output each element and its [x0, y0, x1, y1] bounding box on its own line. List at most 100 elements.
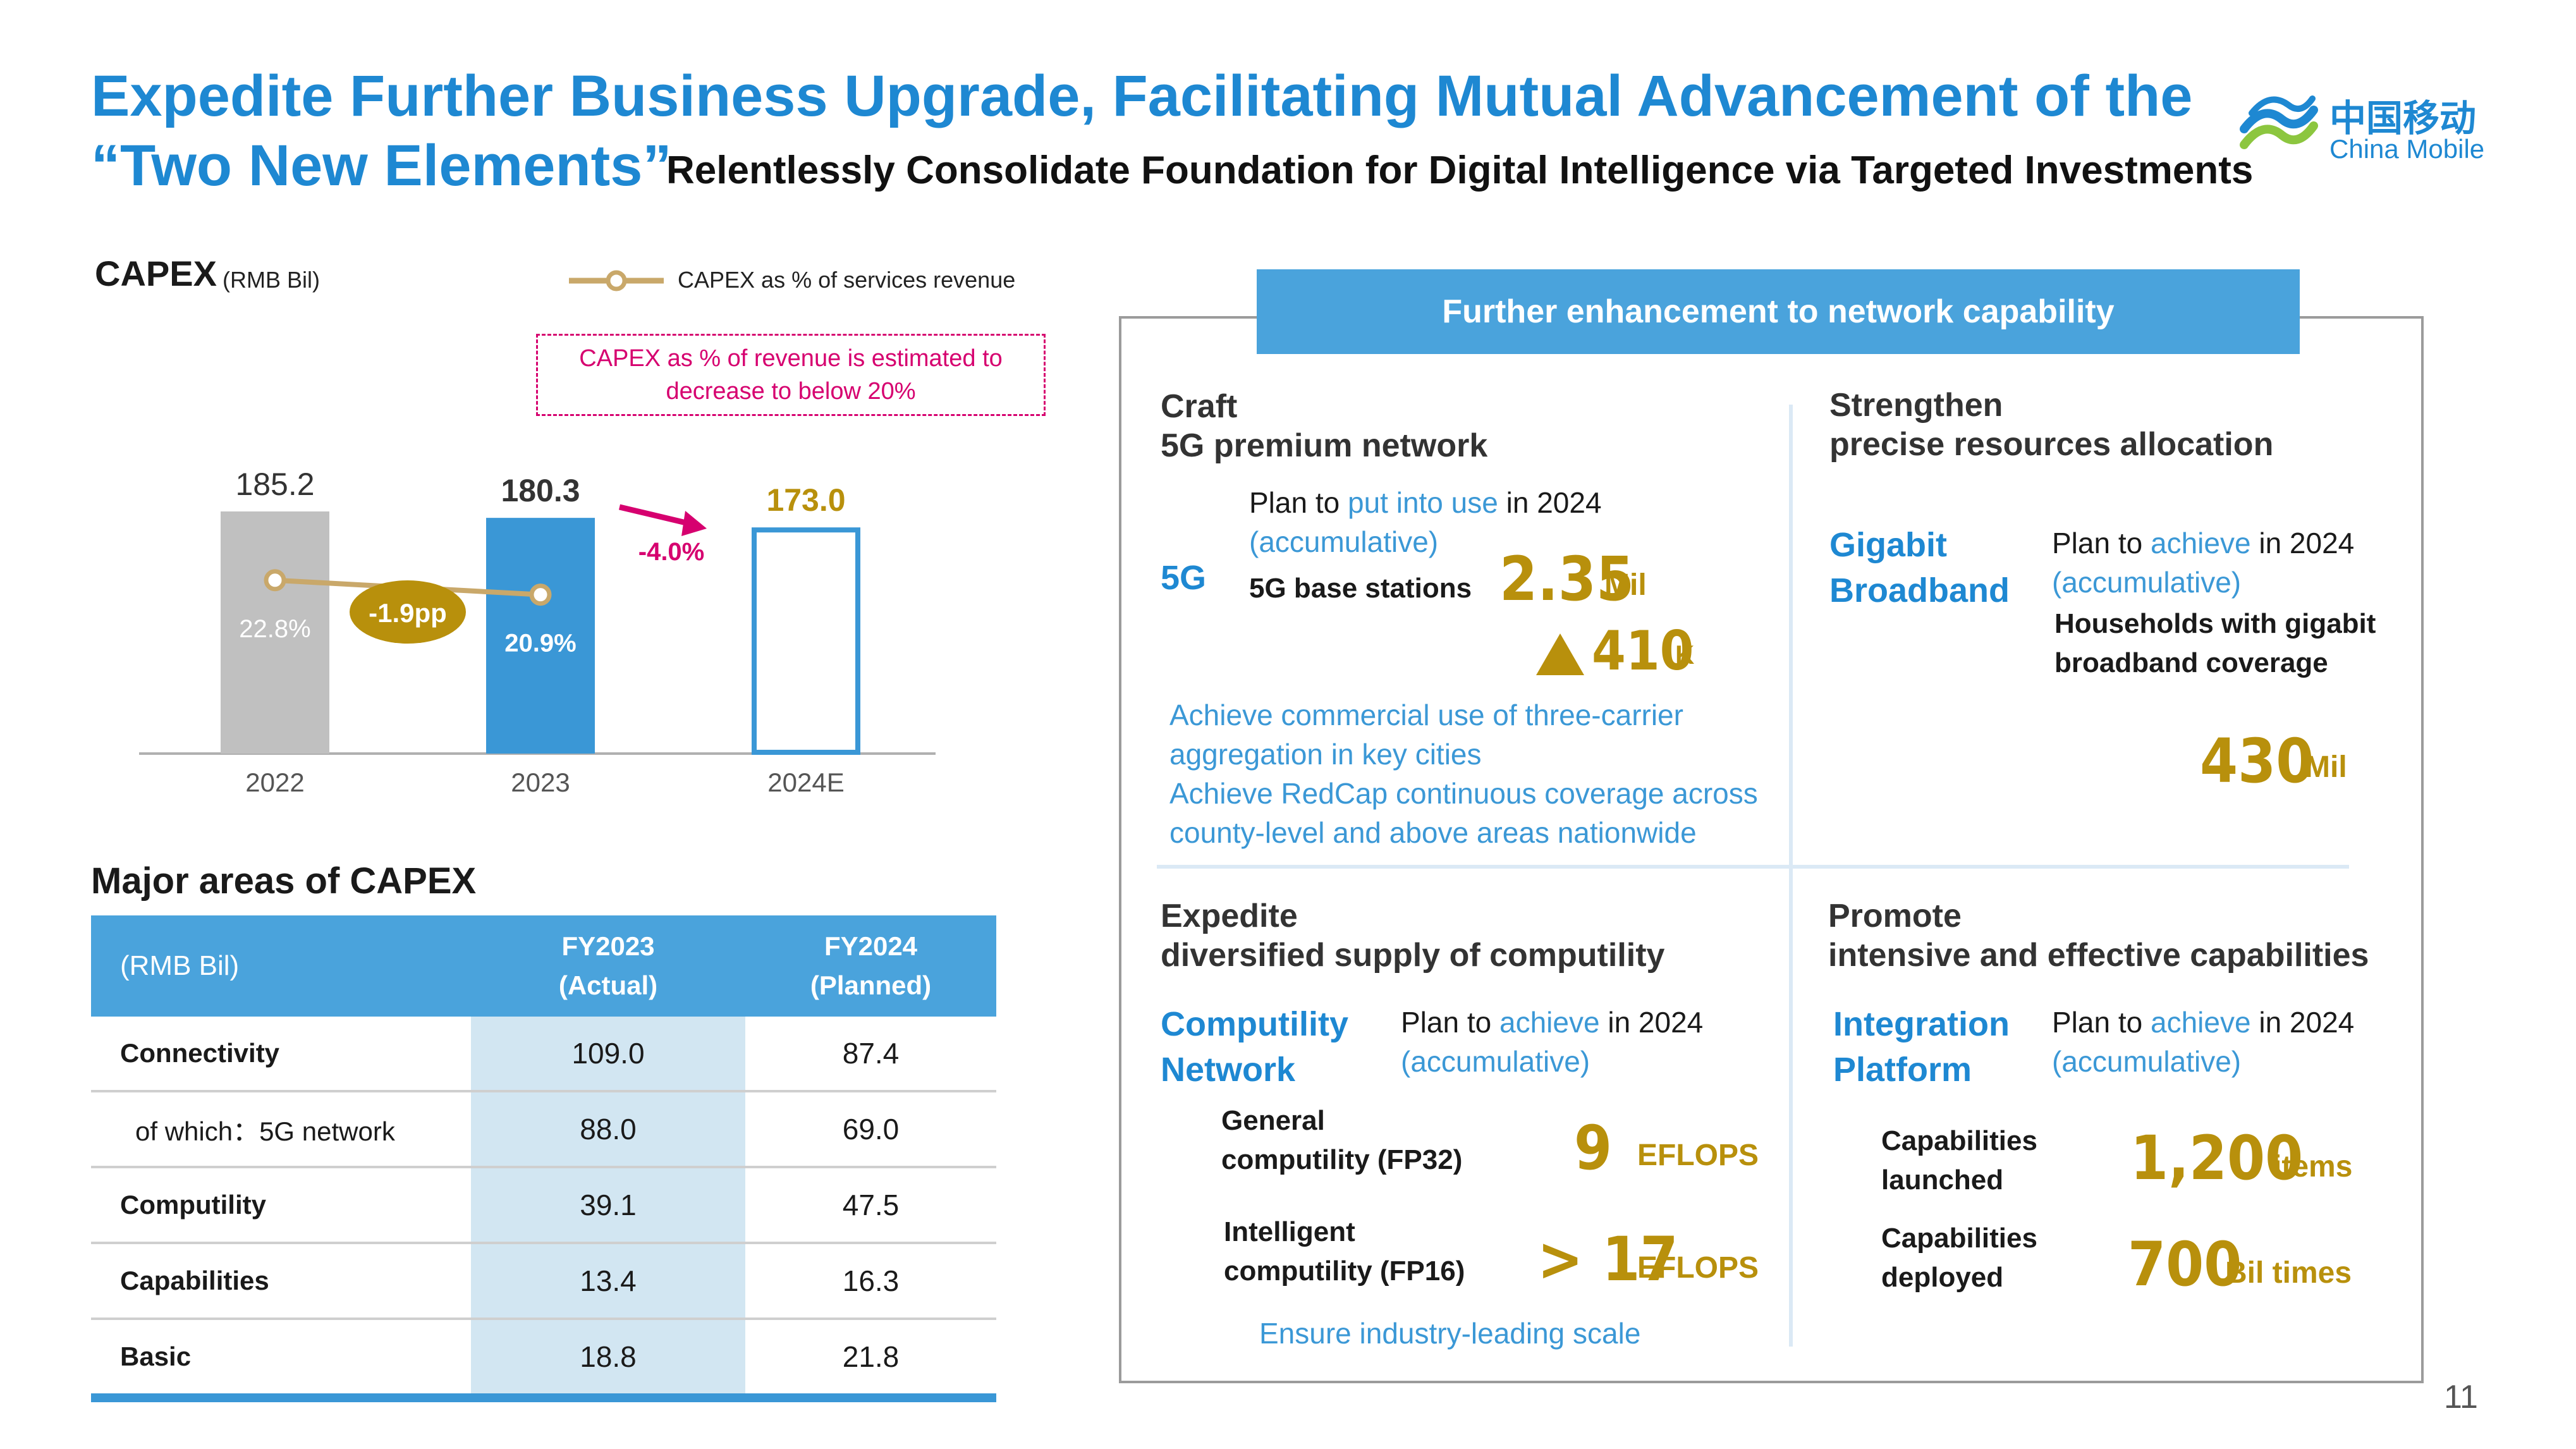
change-arrow-head — [681, 511, 707, 536]
q2-title-line2: precise resources allocation — [1829, 426, 2274, 463]
row-fy2024: 47.5 — [745, 1167, 996, 1244]
row-label: Capabilities — [91, 1243, 471, 1320]
panel-header: Further enhancement to network capabilit… — [1257, 269, 2300, 354]
q1-label: 5G — [1161, 559, 1207, 597]
percent-point — [529, 584, 552, 606]
q3-plan-line: Plan to achieve in 2024 — [1401, 1003, 1703, 1042]
q4-metric2-line2: deployed — [1881, 1262, 2004, 1293]
q4-metric1: Capabilities launched — [1881, 1122, 2037, 1200]
in-2024: in 2024 — [1506, 486, 1602, 519]
q3-metric2: Intelligent computility (FP16) — [1224, 1213, 1465, 1291]
bar-value-label: 185.2 — [235, 467, 314, 502]
row-fy2023: 18.8 — [471, 1319, 745, 1402]
q1-unit: Mil — [1604, 568, 1647, 602]
in-2024: in 2024 — [2259, 527, 2355, 559]
q1-action: put into use — [1348, 486, 1498, 519]
table-row: Capabilities 13.4 16.3 — [91, 1243, 996, 1320]
bar-value-label: 173.0 — [766, 482, 845, 518]
q2-metric-line1: Households with gigabit — [2054, 608, 2376, 639]
capex-chart-unit: (RMB Bil) — [223, 267, 320, 293]
q2-plan-line: Plan to achieve in 2024 — [2052, 523, 2354, 563]
page-title-line1: Expedite Further Business Upgrade, Facil… — [91, 64, 2193, 128]
q3-action: achieve — [1499, 1006, 1600, 1039]
table-row: of which：5G network 88.0 69.0 — [91, 1091, 996, 1168]
q4-unit1: items — [2273, 1150, 2353, 1183]
q3-value1: 9 — [1574, 1113, 1613, 1183]
panel-vertical-divider — [1789, 405, 1793, 1347]
panel-horizontal-divider — [1157, 865, 2349, 869]
row-fy2023: 88.0 — [471, 1091, 745, 1168]
pp-badge-label: -1.9pp — [369, 598, 447, 628]
q1-metric: 5G base stations — [1249, 573, 1472, 604]
q2-label-line1: Gigabit — [1829, 526, 1947, 564]
q2-action: achieve — [2151, 527, 2251, 559]
q1-plan-line: Plan to put into use in 2024 — [1249, 483, 1602, 522]
logo-english-text: China Mobile — [2329, 134, 2485, 164]
q3-metric1: General computility (FP32) — [1221, 1101, 1462, 1180]
q4-label-line2: Platform — [1833, 1051, 1972, 1089]
category-label: 2022 — [245, 767, 304, 797]
increase-triangle-icon — [1536, 633, 1584, 675]
q4-accum: (accumulative) — [2052, 1045, 2242, 1078]
page-number: 11 — [2444, 1379, 2478, 1415]
q1-note1-line2: aggregation in key cities — [1169, 738, 1482, 771]
q2-accum: (accumulative) — [2052, 566, 2242, 599]
pp-badge — [350, 580, 466, 644]
q4-value2: 700 — [2128, 1229, 2242, 1300]
q4-action: achieve — [2151, 1006, 2251, 1039]
plan-word: Plan to — [2052, 527, 2143, 559]
q4-title: Promote intensive and effective capabili… — [1828, 896, 2369, 975]
q3-note: Ensure industry-leading scale — [1259, 1317, 1641, 1350]
q4-title-line2: intensive and effective capabilities — [1828, 937, 2369, 974]
legend-label: CAPEX as % of services revenue — [678, 267, 1016, 293]
q3-metric2-line2: computility (FP16) — [1224, 1256, 1465, 1287]
q3-title-line1: Expedite — [1161, 898, 1298, 934]
table-header-fy2024: FY2024 (Planned) — [745, 915, 996, 1017]
china-mobile-logo: 中国移动 China Mobile — [2238, 80, 2503, 174]
bar-2022 — [221, 511, 329, 754]
q1-title-line1: Craft — [1161, 388, 1238, 425]
q3-metric1-line2: computility (FP32) — [1221, 1144, 1463, 1175]
q2-title: Strengthen precise resources allocation — [1829, 386, 2273, 464]
in-2024: in 2024 — [1608, 1006, 1704, 1039]
row-fy2023: 109.0 — [471, 1017, 745, 1092]
q1-title: Craft 5G premium network — [1161, 387, 1487, 465]
row-label: Basic — [91, 1319, 471, 1402]
plan-word: Plan to — [1401, 1006, 1492, 1039]
table-row: Computility 39.1 47.5 — [91, 1167, 996, 1244]
percent-point — [264, 569, 286, 592]
q4-unit2: Bil times — [2225, 1256, 2352, 1290]
table-header-unit: (RMB Bil) — [91, 915, 471, 1017]
q3-unit1: EFLOPS — [1637, 1139, 1759, 1172]
q4-metric2-line1: Capabilities — [1881, 1223, 2037, 1254]
q3-unit2: EFLOPS — [1637, 1251, 1759, 1285]
q4-label-line1: Integration — [1833, 1005, 2010, 1043]
row-fy2024: 16.3 — [745, 1243, 996, 1320]
q2-title-line1: Strengthen — [1829, 387, 2003, 424]
table-header-fy2023-line1: FY2023 — [561, 931, 655, 961]
major-areas-title: Major areas of CAPEX — [91, 860, 477, 902]
change-arrow — [618, 504, 695, 528]
table-header-row: (RMB Bil) FY2023 (Actual) FY2024 (Planne… — [91, 915, 996, 1017]
q1-accum: (accumulative) — [1249, 525, 1439, 558]
q3-label-line2: Network — [1161, 1051, 1296, 1089]
change-label: -4.0% — [638, 538, 705, 566]
percent-label: 22.8% — [239, 615, 310, 643]
q1-note2-line1: Achieve RedCap continuous coverage acros… — [1169, 777, 1758, 810]
q4-plan-line: Plan to achieve in 2024 — [2052, 1003, 2354, 1042]
table-row: Connectivity 109.0 87.4 — [91, 1017, 996, 1092]
china-mobile-logo-icon — [2240, 95, 2318, 149]
q3-value2: > 17 — [1537, 1224, 1678, 1295]
q1-note2-line2: county-level and above areas nationwide — [1169, 816, 1697, 849]
table-header-fy2024-line1: FY2024 — [824, 931, 918, 961]
q2-label: Gigabit Broadband — [1829, 522, 2010, 613]
table-header-fy2023: FY2023 (Actual) — [471, 915, 745, 1017]
plan-word: Plan to — [1249, 486, 1340, 519]
q1-value: 2.35 — [1499, 544, 1635, 614]
row-label: Computility — [91, 1167, 471, 1244]
q4-value1: 1,200 — [2130, 1123, 2304, 1194]
q1-increase: 410 — [1592, 620, 1694, 683]
q4-metric1-line2: launched — [1881, 1165, 2004, 1195]
q1-note1: Achieve commercial use of three-carrier … — [1169, 695, 1758, 852]
q3-accum: (accumulative) — [1401, 1045, 1590, 1078]
